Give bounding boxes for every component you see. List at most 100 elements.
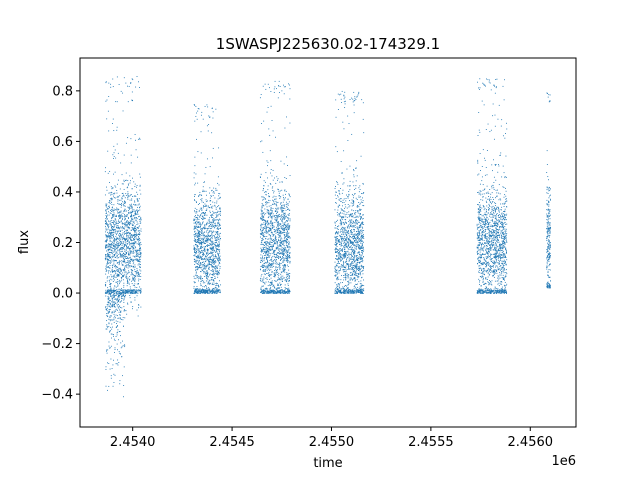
data-point — [265, 223, 266, 225]
data-point — [278, 85, 279, 87]
data-point — [127, 256, 129, 258]
data-point — [200, 243, 202, 245]
data-point — [106, 229, 108, 231]
data-point — [196, 221, 198, 222]
data-point — [131, 227, 133, 229]
data-point — [199, 241, 201, 243]
data-point — [119, 270, 121, 272]
data-point — [122, 340, 123, 342]
data-point — [204, 224, 205, 226]
data-point — [194, 254, 196, 256]
data-point — [135, 229, 137, 231]
data-point — [206, 214, 208, 216]
data-point — [105, 295, 107, 297]
data-point — [274, 275, 276, 277]
data-point — [114, 291, 116, 293]
data-point — [131, 219, 133, 221]
data-point — [218, 258, 220, 260]
data-point — [197, 235, 199, 237]
data-point — [199, 238, 201, 240]
data-point — [204, 173, 206, 175]
data-point — [286, 272, 288, 274]
data-point — [289, 261, 291, 263]
data-point — [282, 232, 284, 233]
data-point — [111, 279, 113, 281]
data-point — [266, 220, 268, 222]
data-point — [113, 261, 115, 263]
data-point — [289, 279, 290, 281]
data-point — [282, 210, 284, 212]
data-point — [204, 289, 206, 291]
data-point — [217, 272, 219, 274]
data-point — [195, 221, 197, 223]
data-point — [112, 187, 114, 189]
data-point — [108, 318, 110, 320]
data-point — [211, 290, 213, 292]
data-point — [204, 265, 206, 267]
data-point — [289, 246, 291, 248]
data-point — [277, 276, 279, 278]
data-point — [105, 215, 107, 216]
data-point — [135, 273, 137, 275]
data-point — [126, 285, 128, 287]
data-point — [285, 251, 287, 253]
data-point — [113, 270, 115, 272]
data-point — [117, 284, 119, 286]
data-point — [113, 304, 115, 306]
data-point — [276, 292, 278, 294]
data-point — [202, 259, 204, 261]
data-point — [193, 172, 195, 174]
data-point — [275, 232, 277, 234]
data-point — [277, 285, 279, 287]
data-point — [136, 206, 138, 208]
data-point — [264, 270, 266, 272]
data-point — [211, 157, 213, 159]
data-point — [206, 266, 208, 268]
data-point — [105, 100, 107, 102]
data-point — [275, 236, 277, 238]
data-point — [266, 228, 267, 230]
data-point — [109, 240, 111, 242]
data-point — [261, 250, 263, 252]
data-point — [122, 295, 124, 296]
data-point — [262, 291, 264, 293]
data-point — [122, 92, 124, 94]
data-point — [279, 253, 281, 255]
data-point — [117, 269, 119, 271]
data-point — [286, 225, 288, 226]
data-point — [131, 229, 133, 231]
data-point — [268, 284, 270, 286]
data-point — [113, 230, 115, 232]
data-point — [271, 120, 273, 121]
data-point — [212, 259, 214, 261]
data-point — [207, 238, 209, 240]
data-point — [206, 291, 208, 293]
data-point — [109, 306, 111, 308]
data-point — [106, 328, 108, 330]
data-point — [206, 194, 207, 196]
data-point — [109, 206, 110, 208]
data-point — [109, 209, 111, 211]
data-point — [207, 232, 209, 234]
data-point — [261, 273, 263, 275]
data-point — [213, 250, 215, 251]
data-point — [124, 272, 126, 274]
data-point — [270, 264, 272, 265]
data-point — [267, 257, 269, 258]
data-point — [113, 226, 115, 228]
data-point — [263, 267, 265, 268]
data-point — [216, 212, 218, 213]
data-point — [284, 271, 286, 273]
data-point — [268, 210, 270, 212]
data-point — [264, 83, 266, 85]
data-point — [114, 347, 116, 349]
data-point — [219, 208, 221, 210]
data-point — [288, 290, 290, 292]
data-point — [209, 200, 211, 201]
data-point — [132, 278, 134, 280]
data-point — [265, 273, 267, 274]
data-point — [195, 115, 197, 117]
data-point — [209, 291, 210, 293]
data-point — [115, 363, 117, 365]
data-point — [268, 196, 270, 198]
